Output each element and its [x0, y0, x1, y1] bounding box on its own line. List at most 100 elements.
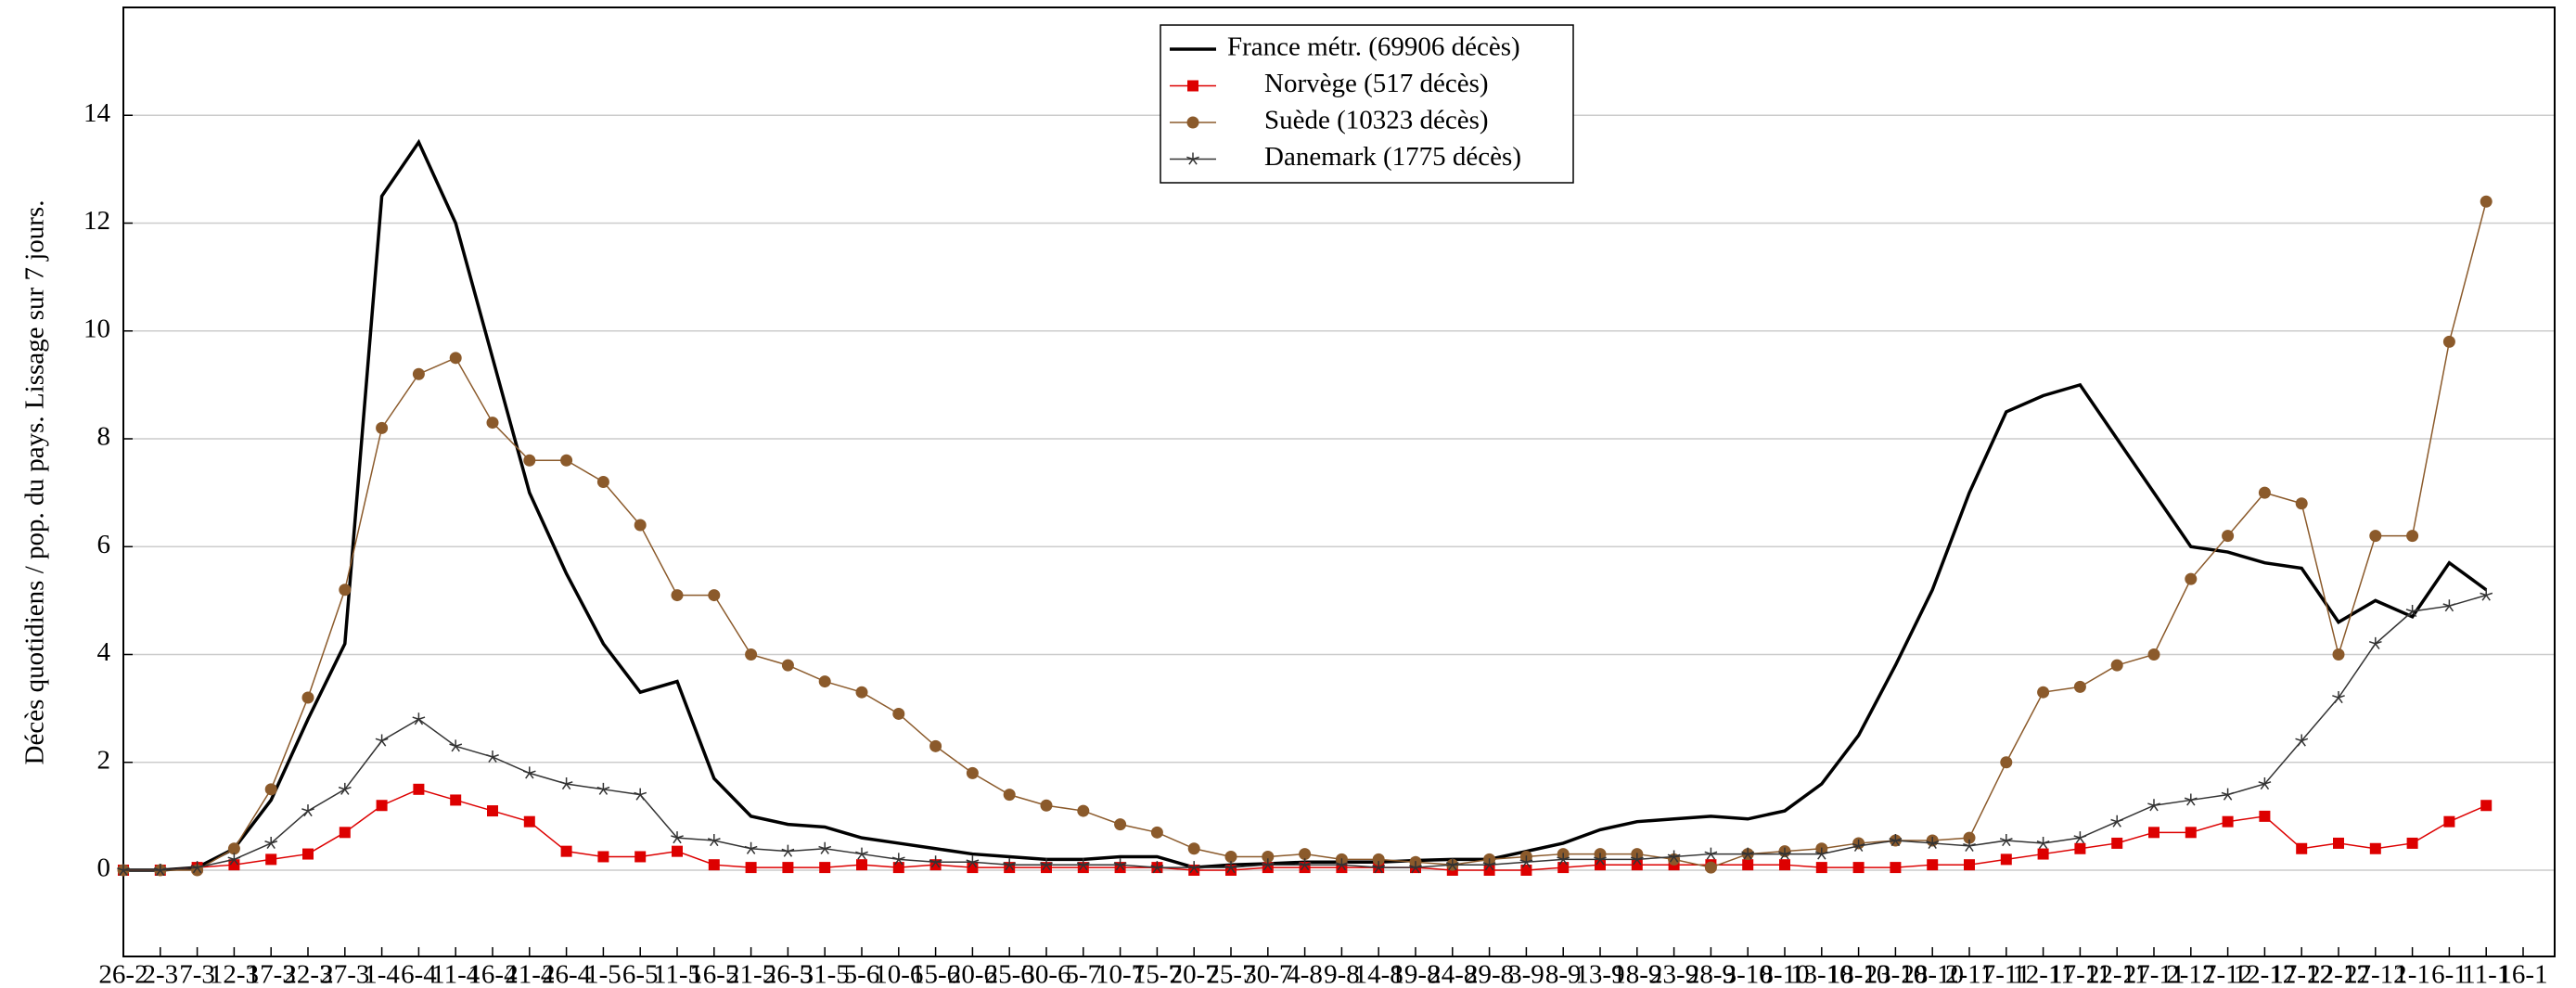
marker	[117, 864, 130, 877]
legend-label: France métr. (69906 décès)	[1227, 32, 1520, 62]
marker	[818, 675, 831, 688]
legend: France métr. (69906 décès) Norvège (517 d…	[1160, 24, 1574, 184]
marker	[523, 815, 535, 828]
x-tick-label: 30-6	[1021, 960, 1070, 988]
x-tick-label: 19-8	[1391, 960, 1440, 988]
marker	[1557, 862, 1570, 874]
marker	[1630, 853, 1644, 866]
marker	[339, 584, 352, 597]
marker	[671, 589, 684, 602]
marker	[2222, 815, 2234, 828]
x-tick-label: 16-1	[2498, 960, 2547, 988]
legend-label: Norvège (517 décès)	[1264, 69, 1489, 98]
marker	[228, 859, 240, 871]
x-tick-label: 28-9	[1686, 960, 1736, 988]
marker	[2222, 530, 2235, 543]
legend-label: Danemark (1775 décès)	[1264, 142, 1521, 172]
x-tick-label: 13-10	[1790, 960, 1853, 988]
y-axis-label: Décès quotidiens / pop. du pays. Lissage…	[20, 200, 50, 765]
x-tick-label: 29-8	[1465, 960, 1514, 988]
legend-box	[1160, 24, 1574, 184]
marker	[2258, 777, 2272, 790]
marker	[2185, 572, 2198, 585]
marker	[2442, 599, 2456, 612]
x-tick-label: 11-4	[431, 960, 481, 988]
marker	[2036, 836, 2050, 850]
marker	[2296, 842, 2308, 854]
marker	[2147, 799, 2160, 812]
y-tick-label: 0	[97, 853, 111, 883]
marker	[1372, 853, 1385, 866]
marker	[2111, 837, 2123, 849]
x-tick-label: 22-11	[2086, 960, 2148, 988]
marker	[634, 851, 647, 863]
x-tick-label: 12-12	[2234, 960, 2297, 988]
marker	[1852, 862, 1865, 874]
x-tick-label: 2-11	[1945, 960, 1993, 988]
x-tick-label: 16-4	[468, 960, 518, 988]
marker	[523, 454, 536, 467]
x-tick-label: 9-8	[1324, 960, 1360, 988]
x-tick-label: 26-2	[98, 960, 147, 988]
marker	[1927, 859, 1939, 871]
marker	[1186, 116, 1199, 129]
plot-frame	[122, 6, 2556, 957]
marker	[1186, 152, 1199, 165]
series-line	[123, 594, 2487, 871]
marker	[2480, 588, 2493, 601]
x-tick-label: 14-8	[1354, 960, 1403, 988]
x-tick-label: 8-9	[1545, 960, 1582, 988]
marker	[1704, 847, 1718, 860]
marker	[1372, 861, 1386, 874]
marker	[1815, 862, 1827, 874]
marker	[2185, 827, 2197, 839]
x-tick-label: 12-11	[2012, 960, 2074, 988]
x-tick-label: 4-8	[1287, 960, 1323, 988]
marker	[560, 454, 573, 467]
x-tick-label: 16-5	[689, 960, 738, 988]
marker	[376, 800, 388, 812]
marker	[2442, 335, 2455, 348]
marker	[1150, 826, 1163, 839]
x-tick-label: 23-10	[1865, 960, 1928, 988]
x-tick-label: 10-7	[1096, 960, 1145, 988]
marker	[2110, 815, 2124, 828]
marker	[2443, 815, 2455, 828]
series-line	[123, 138, 2488, 872]
marker	[413, 783, 425, 795]
marker	[672, 845, 683, 857]
marker	[2000, 756, 2013, 769]
marker	[1187, 842, 1200, 855]
x-tick-label: 22-3	[283, 960, 332, 988]
x-tick-label: 25-6	[985, 960, 1034, 988]
marker	[412, 712, 426, 725]
marker	[1298, 858, 1312, 871]
marker	[1667, 850, 1681, 863]
marker	[1187, 80, 1198, 92]
marker	[449, 739, 463, 752]
marker	[966, 766, 979, 779]
x-tick-label: 5-6	[844, 960, 880, 988]
marker	[1483, 865, 1495, 876]
marker	[1519, 855, 1533, 868]
marker	[745, 648, 758, 661]
marker	[560, 845, 572, 857]
marker	[1594, 853, 1607, 866]
marker	[1224, 861, 1237, 874]
x-tick-label: 20-6	[948, 960, 997, 988]
y-tick-label: 6	[97, 530, 111, 559]
marker	[855, 847, 868, 860]
marker	[1963, 839, 1976, 852]
marker	[1113, 858, 1127, 871]
marker	[1852, 839, 1865, 852]
marker	[781, 659, 794, 672]
y-tick-label: 4	[97, 637, 111, 667]
marker	[1964, 859, 1975, 871]
y-tick-label: 10	[83, 314, 110, 343]
marker	[1963, 831, 1976, 844]
marker	[671, 831, 684, 844]
x-tick-label: 22-12	[2307, 960, 2370, 988]
marker	[818, 841, 832, 854]
x-tick-label: 18-10	[1827, 960, 1890, 988]
